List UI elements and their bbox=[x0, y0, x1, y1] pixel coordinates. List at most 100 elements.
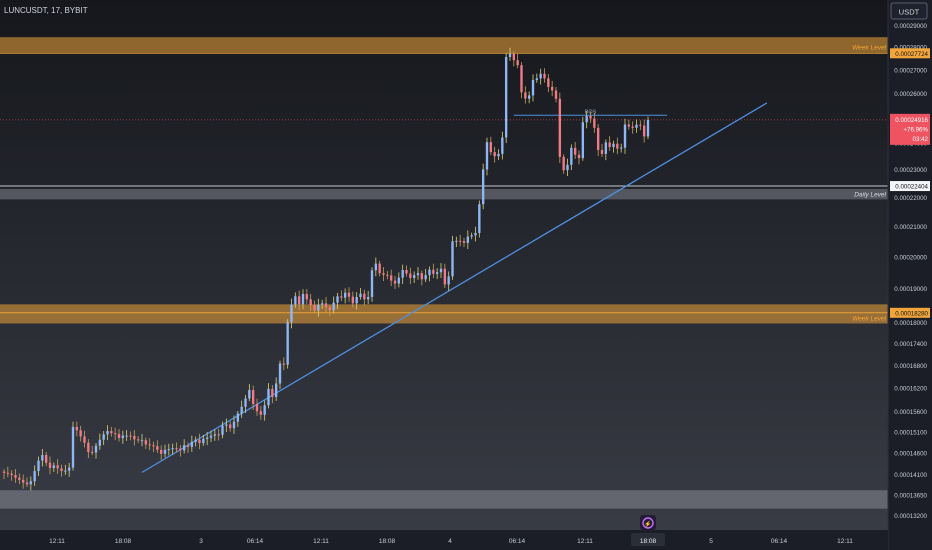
candle-body bbox=[83, 436, 86, 443]
alert-flag-icon[interactable]: ⚡ bbox=[640, 515, 656, 530]
time-tick-3: 06:14 bbox=[247, 538, 264, 545]
candle-body bbox=[44, 455, 48, 463]
candle-body bbox=[562, 156, 565, 171]
candle-body bbox=[282, 363, 286, 365]
candle-body bbox=[355, 296, 358, 304]
price-axis[interactable] bbox=[888, 0, 932, 550]
candle-body bbox=[98, 439, 102, 446]
candle-body bbox=[244, 398, 247, 407]
candle-body bbox=[501, 137, 504, 154]
candle-body bbox=[324, 303, 328, 308]
candle-body bbox=[140, 440, 144, 442]
candle-body bbox=[635, 124, 638, 128]
candle-body bbox=[382, 273, 385, 275]
candle-body bbox=[113, 433, 117, 435]
candle-body bbox=[294, 296, 297, 305]
candle-body bbox=[493, 152, 496, 157]
candle-body bbox=[163, 449, 167, 454]
candle-body bbox=[297, 296, 301, 305]
candle-body bbox=[121, 435, 125, 439]
candle-body bbox=[194, 439, 197, 442]
time-axis[interactable] bbox=[0, 530, 888, 550]
candle-body bbox=[271, 388, 274, 397]
candle-body bbox=[596, 127, 600, 150]
candle-body bbox=[547, 78, 550, 87]
candle-body bbox=[554, 90, 558, 99]
candle-body bbox=[550, 86, 554, 91]
price-tick-12: 0.00017400 bbox=[894, 341, 927, 348]
current-time-label: 18:08 bbox=[640, 538, 657, 545]
candle-body bbox=[627, 124, 631, 127]
candle-body bbox=[217, 434, 220, 436]
candlestick-series bbox=[2, 47, 650, 491]
last-price-countdown: 03:42 bbox=[913, 136, 929, 143]
candle-body bbox=[432, 269, 435, 274]
candle-body bbox=[405, 270, 408, 274]
level-price-tag-text-0: 0.00027724 bbox=[895, 51, 928, 58]
candle-body bbox=[370, 270, 374, 297]
bos-label: BOS bbox=[585, 109, 597, 115]
price-tick-20: 0.00013200 bbox=[894, 513, 927, 520]
time-tick-10: 5 bbox=[709, 538, 713, 545]
candle-body bbox=[228, 424, 232, 429]
candle-body bbox=[489, 142, 493, 153]
svg-text:⚡: ⚡ bbox=[644, 520, 651, 528]
candle-body bbox=[290, 304, 293, 323]
candle-body bbox=[232, 421, 236, 429]
candle-body bbox=[301, 294, 305, 305]
candle-body bbox=[504, 56, 508, 138]
candle-body bbox=[642, 125, 646, 137]
time-tick-6: 4 bbox=[448, 538, 452, 545]
candle-body bbox=[639, 124, 642, 126]
candle-body bbox=[255, 404, 259, 412]
price-tick-0: 0.00029000 bbox=[894, 23, 927, 30]
candle-body bbox=[64, 470, 67, 472]
currency-button[interactable]: USDT bbox=[890, 2, 928, 20]
candle-body bbox=[424, 275, 427, 280]
candle-body bbox=[90, 452, 94, 454]
price-tick-10: 0.00019000 bbox=[894, 286, 927, 293]
candle-body bbox=[428, 269, 431, 276]
price-tick-9: 0.00020000 bbox=[894, 254, 927, 261]
candle-body bbox=[631, 126, 634, 128]
candle-body bbox=[202, 438, 205, 444]
price-tick-16: 0.00015100 bbox=[894, 429, 927, 436]
current-time-highlight bbox=[631, 533, 665, 546]
candle-body bbox=[152, 445, 155, 447]
candle-body bbox=[585, 115, 588, 123]
candle-body bbox=[10, 473, 13, 476]
candle-body bbox=[313, 305, 316, 311]
candle-body bbox=[340, 296, 343, 298]
price-tick-8: 0.00021000 bbox=[894, 224, 927, 231]
candle-body bbox=[539, 73, 542, 79]
candle-body bbox=[209, 435, 213, 438]
candle-body bbox=[527, 95, 531, 99]
last-price-change: +76.96% bbox=[903, 126, 928, 133]
level-price-tag-0 bbox=[890, 48, 930, 59]
time-tick-8: 12:11 bbox=[577, 538, 593, 545]
price-tick-1: 0.00028000 bbox=[894, 45, 927, 52]
candle-body bbox=[378, 263, 381, 274]
candle-body bbox=[225, 424, 228, 426]
level-label-0: Week Level bbox=[852, 45, 886, 52]
candle-body bbox=[374, 263, 378, 271]
candle-body bbox=[397, 277, 401, 284]
candle-body bbox=[79, 430, 82, 437]
level-zone-1 bbox=[0, 188, 888, 200]
candle-body bbox=[48, 462, 52, 468]
candle-body bbox=[221, 425, 224, 435]
price-axis-ticks: 0.00029000 0.00028000 0.00027000 0.00026000… bbox=[890, 23, 930, 520]
candle-body bbox=[393, 280, 397, 284]
candle-body bbox=[389, 275, 393, 281]
candle-body bbox=[156, 446, 159, 450]
candle-body bbox=[531, 80, 535, 96]
candle-body bbox=[451, 241, 454, 277]
candle-body bbox=[577, 154, 581, 159]
price-tick-2: 0.00027000 bbox=[894, 67, 927, 74]
candle-body bbox=[148, 444, 151, 446]
candle-body bbox=[608, 142, 611, 148]
level-price-tag-text-1: 0.00022404 bbox=[895, 184, 928, 191]
time-tick-0: 12:11 bbox=[49, 538, 65, 545]
